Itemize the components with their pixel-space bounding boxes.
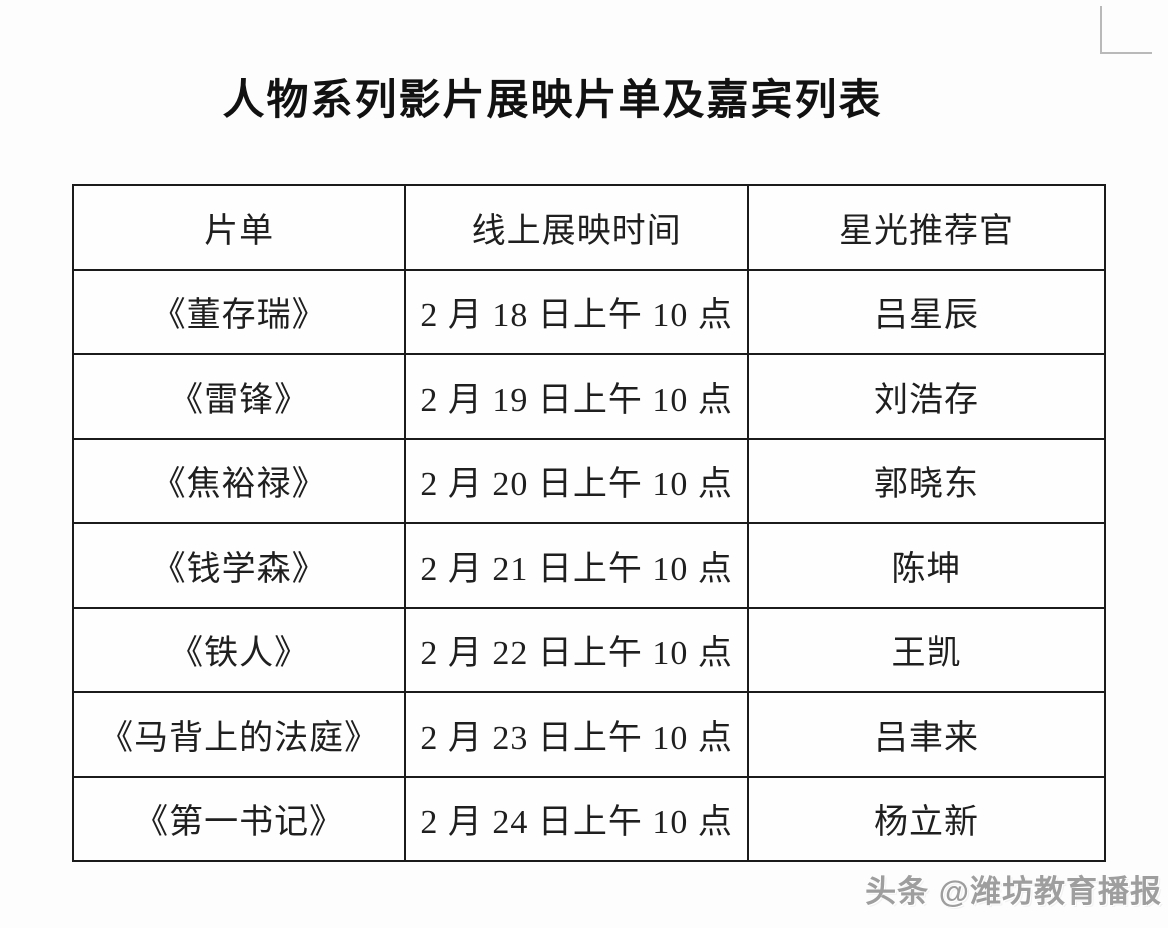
guest-cell: 杨立新 — [746, 775, 1107, 862]
table-row: 《第一书记》 2 月 24 日上午 10 点 杨立新 — [71, 775, 1107, 862]
screening-time-cell: 2 月 19 日上午 10 点 — [404, 353, 749, 440]
toutiao-watermark: 头条 @潍坊教育播报 — [865, 874, 1162, 909]
guest-cell: 吕聿来 — [746, 691, 1107, 778]
guest-cell: 郭晓东 — [746, 437, 1107, 524]
screening-time-cell: 2 月 21 日上午 10 点 — [404, 522, 749, 609]
table-row: 《焦裕禄》 2 月 20 日上午 10 点 郭晓东 — [71, 437, 1107, 524]
screening-time-cell: 2 月 22 日上午 10 点 — [404, 606, 749, 693]
page-title: 人物系列影片展映片单及嘉宾列表 — [222, 78, 883, 124]
film-title-cell: 《焦裕禄》 — [71, 437, 407, 524]
screening-time-cell: 2 月 18 日上午 10 点 — [404, 268, 749, 355]
table-row: 《马背上的法庭》 2 月 23 日上午 10 点 吕聿来 — [71, 691, 1107, 778]
guest-cell: 吕星辰 — [746, 268, 1107, 355]
table-row: 《铁人》 2 月 22 日上午 10 点 王凯 — [71, 606, 1107, 693]
guest-cell: 刘浩存 — [746, 353, 1107, 440]
film-title-cell: 《铁人》 — [71, 606, 407, 693]
film-title-cell: 《钱学森》 — [71, 522, 407, 609]
screening-time-cell: 2 月 23 日上午 10 点 — [404, 691, 749, 778]
table-row: 《雷锋》 2 月 19 日上午 10 点 刘浩存 — [71, 353, 1107, 440]
table-header-row: 片单 线上展映时间 星光推荐官 — [71, 184, 1107, 271]
table-row: 《钱学森》 2 月 21 日上午 10 点 陈坤 — [71, 522, 1107, 609]
table-row: 《董存瑞》 2 月 18 日上午 10 点 吕星辰 — [71, 268, 1107, 355]
film-title-cell: 《董存瑞》 — [71, 268, 407, 355]
header-star-recommender: 星光推荐官 — [746, 184, 1107, 271]
screening-schedule-table: 片单 线上展映时间 星光推荐官 《董存瑞》 2 月 18 日上午 10 点 吕星… — [71, 184, 1107, 862]
header-film-list: 片单 — [71, 184, 407, 271]
guest-cell: 陈坤 — [746, 522, 1107, 609]
guest-cell: 王凯 — [746, 606, 1107, 693]
screening-time-cell: 2 月 24 日上午 10 点 — [404, 775, 749, 862]
page-corner-mark — [1100, 6, 1152, 54]
film-title-cell: 《马背上的法庭》 — [71, 691, 407, 778]
film-title-cell: 《第一书记》 — [71, 775, 407, 862]
film-title-cell: 《雷锋》 — [71, 353, 407, 440]
header-screening-time: 线上展映时间 — [404, 184, 749, 271]
screening-time-cell: 2 月 20 日上午 10 点 — [404, 437, 749, 524]
